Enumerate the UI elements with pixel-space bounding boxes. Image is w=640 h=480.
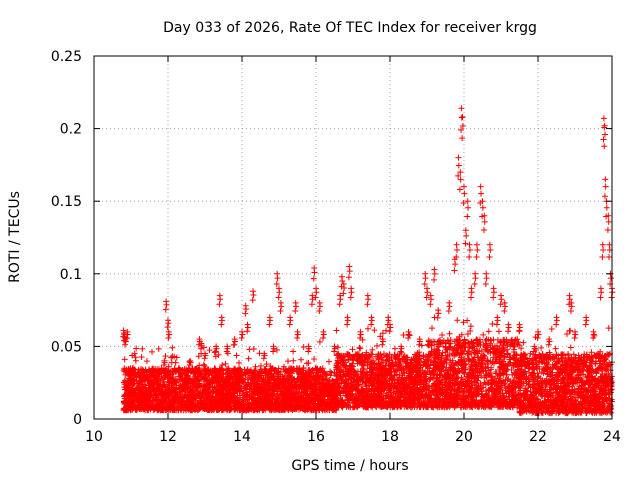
- band-point: [356, 344, 363, 351]
- band-point: [298, 356, 305, 363]
- band-point: [464, 351, 471, 358]
- band-point: [391, 345, 398, 352]
- band-point: [300, 344, 307, 351]
- band-point: [172, 359, 179, 366]
- band-point: [143, 358, 150, 365]
- band-point: [446, 330, 453, 337]
- band-point: [257, 362, 264, 369]
- band-point: [334, 344, 341, 351]
- band-point: [133, 345, 140, 352]
- band-point: [284, 358, 291, 365]
- band-point: [222, 360, 229, 367]
- band-point: [489, 320, 496, 327]
- band-point: [121, 356, 128, 363]
- band-point: [303, 360, 310, 367]
- band-point: [138, 354, 145, 361]
- band-point: [480, 331, 487, 338]
- band-point: [325, 358, 332, 365]
- band-point: [132, 357, 139, 364]
- band-point: [273, 346, 280, 353]
- band-point: [290, 357, 297, 364]
- band-point: [132, 354, 139, 361]
- band-point: [155, 345, 162, 352]
- band-point: [200, 361, 207, 368]
- chart-title: Day 033 of 2026, Rate Of TEC Index for r…: [163, 20, 537, 36]
- band-point: [400, 332, 407, 339]
- band-point: [236, 359, 243, 366]
- band-point: [168, 354, 175, 361]
- band-point: [173, 354, 180, 361]
- band-point: [454, 317, 461, 324]
- band-point: [169, 344, 176, 351]
- band-point: [364, 325, 371, 332]
- band-point: [162, 353, 169, 360]
- band-point: [349, 346, 356, 353]
- band-point: [495, 328, 502, 335]
- band-point: [373, 342, 380, 349]
- band-point: [206, 347, 213, 354]
- band-point: [233, 352, 240, 359]
- band-point: [139, 345, 146, 352]
- band-point: [250, 346, 257, 353]
- band-point: [369, 346, 376, 353]
- band-point: [333, 327, 340, 334]
- band-point: [290, 348, 297, 355]
- band-point: [406, 332, 413, 339]
- band-point: [245, 355, 252, 362]
- band-point: [371, 327, 378, 334]
- data-points: [120, 105, 616, 417]
- band-point: [316, 338, 323, 345]
- band-point: [148, 348, 155, 355]
- band-point: [211, 349, 218, 356]
- band-point: [171, 353, 178, 360]
